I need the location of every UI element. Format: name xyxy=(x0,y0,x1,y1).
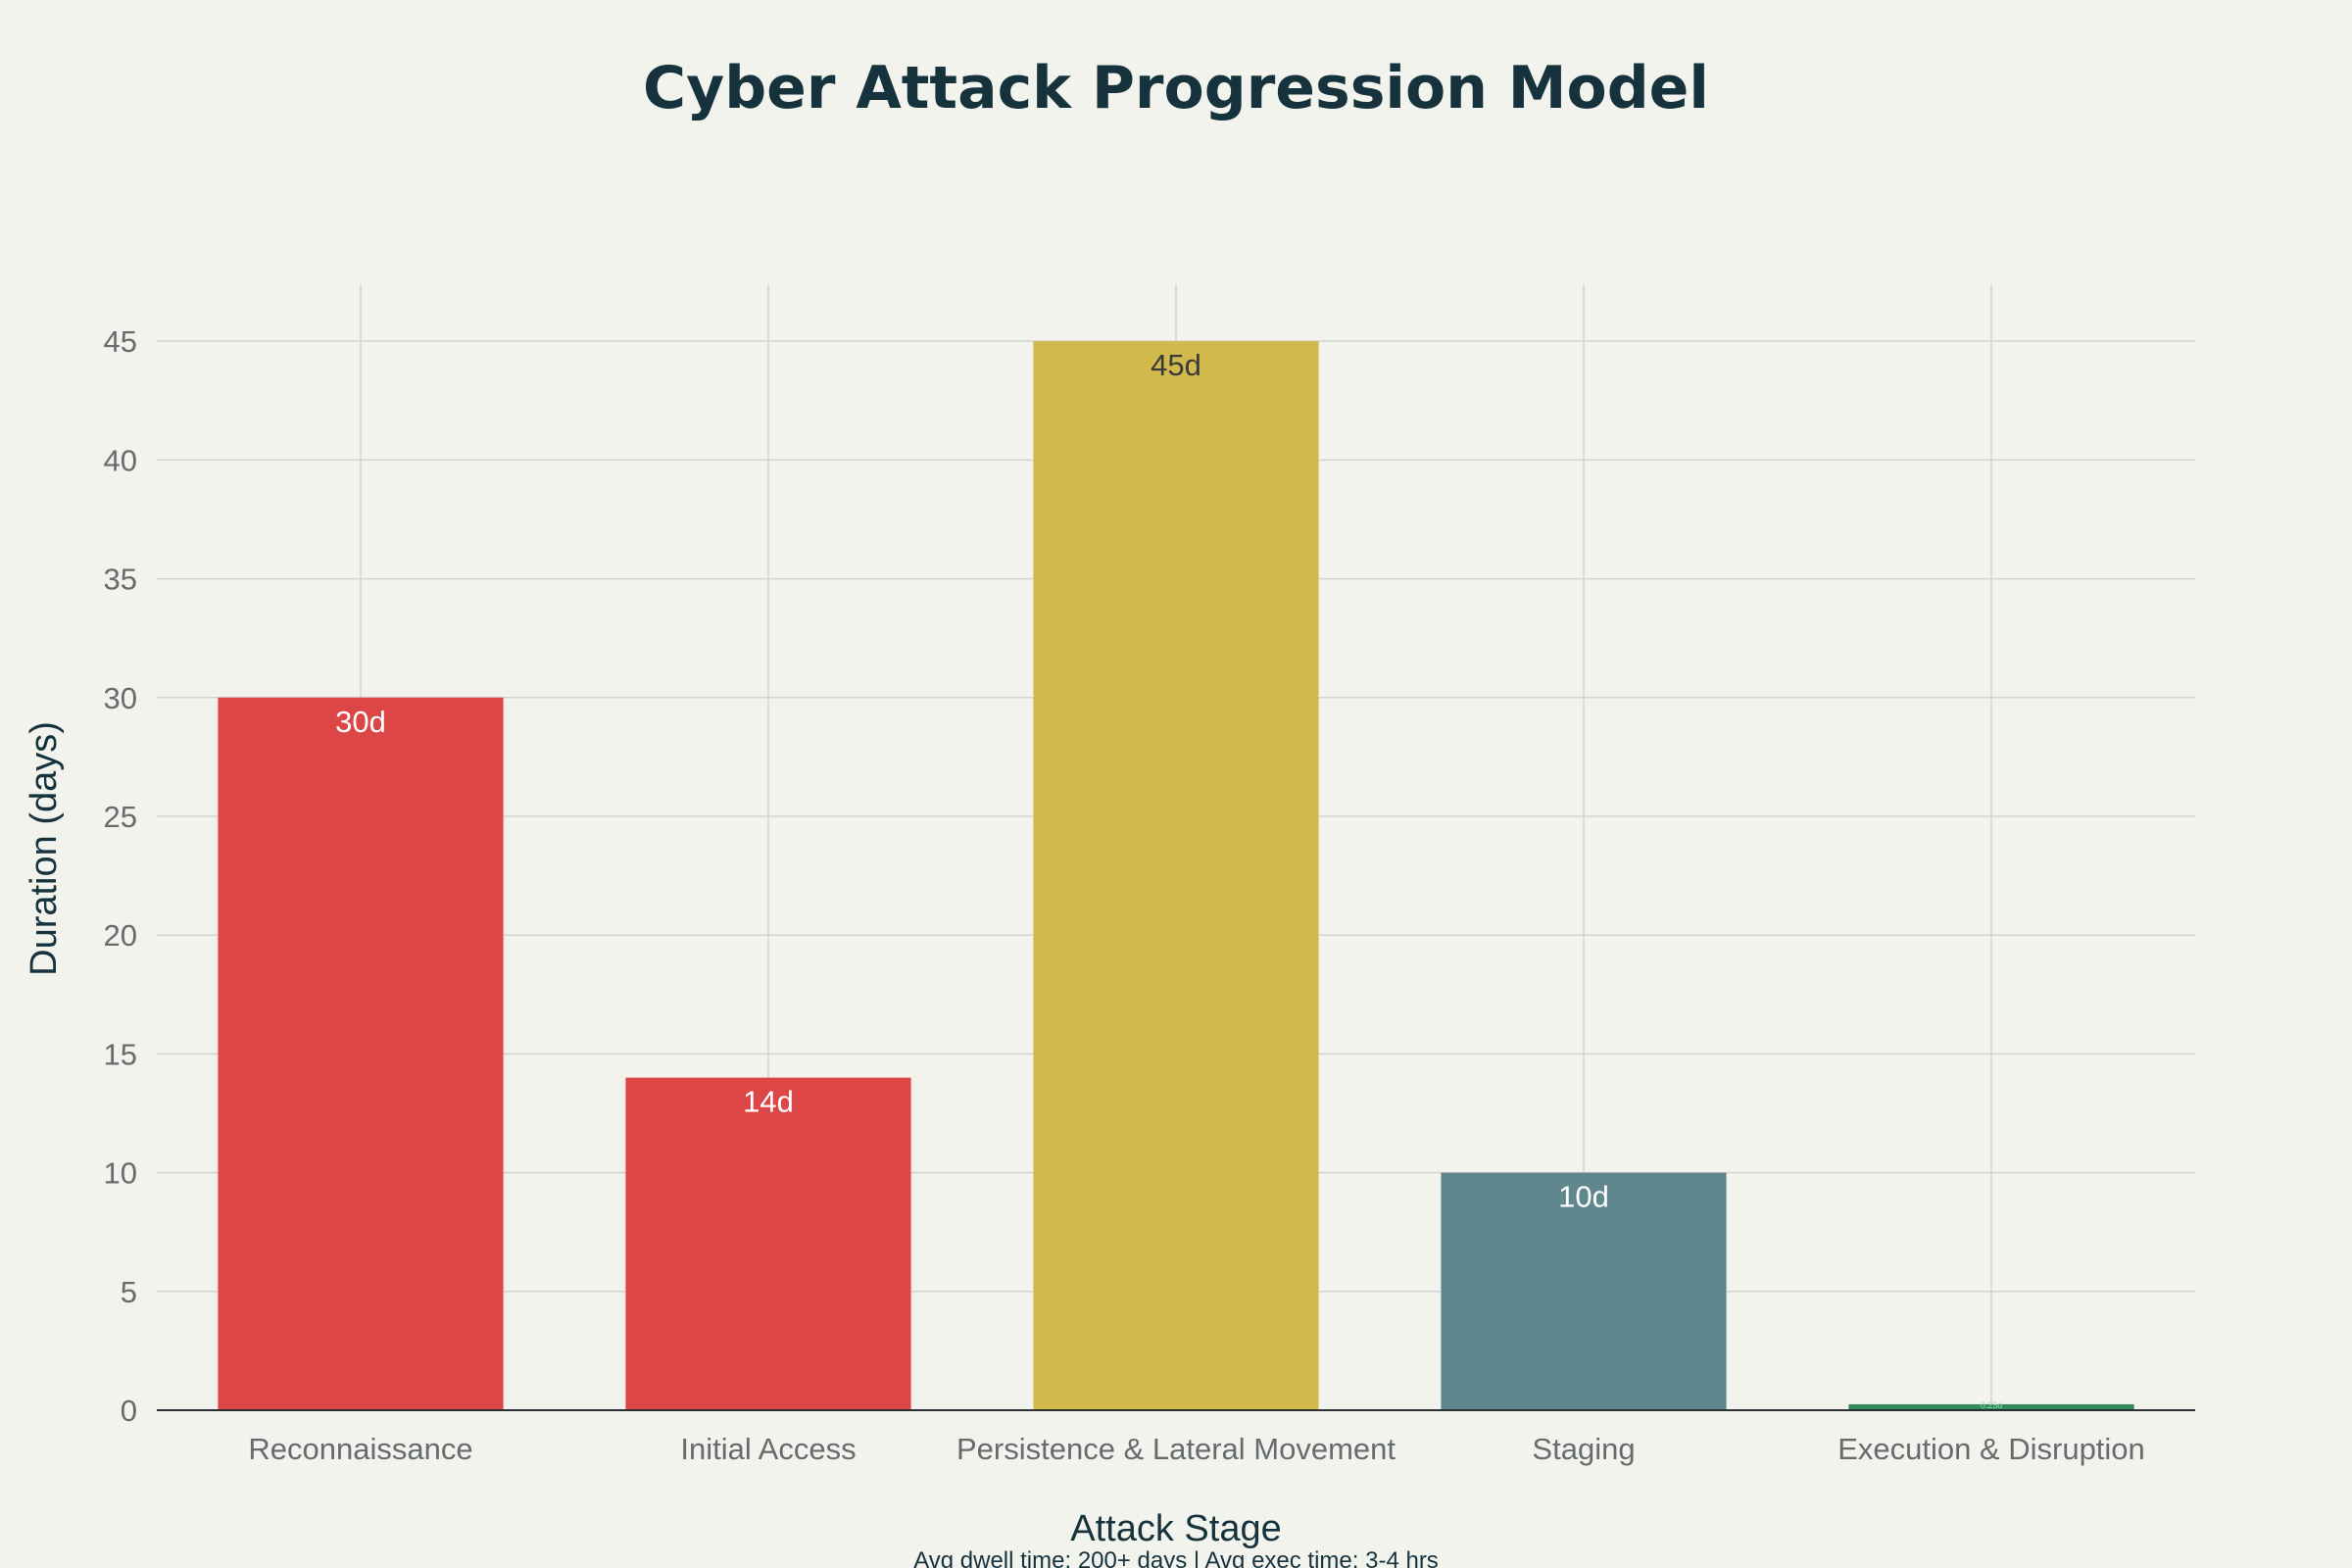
bar[interactable] xyxy=(218,697,504,1410)
bar[interactable] xyxy=(1848,1403,2134,1410)
y-tick-label: 5 xyxy=(121,1275,137,1309)
x-tick-label: Reconnaissance xyxy=(248,1432,472,1466)
data-label: 14d xyxy=(743,1085,794,1119)
x-tick-labels: Reconnaissance Initial Access Persistence … xyxy=(248,1432,2144,1466)
chart-footnote: Avg dwell time: 200+ days | Avg exec tim… xyxy=(913,1547,1439,1568)
y-axis-title: Duration (days) xyxy=(24,721,65,976)
y-tick-label: 30 xyxy=(104,681,137,715)
bar[interactable] xyxy=(1033,341,1319,1410)
y-tick-label: 40 xyxy=(104,443,137,477)
y-tick-label: 45 xyxy=(104,324,137,359)
y-tick-labels: 0 5 10 15 20 25 30 35 40 45 xyxy=(104,324,137,1428)
data-label: 30d xyxy=(335,705,386,739)
x-tick-label: Execution & Disruption xyxy=(1838,1432,2145,1466)
data-label: 0.25d xyxy=(1981,1400,2003,1410)
x-tick-label: Staging xyxy=(1532,1432,1635,1466)
chart-title: Cyber Attack Progression Model xyxy=(643,54,1709,122)
bar[interactable] xyxy=(1441,1172,1727,1410)
y-tick-label: 15 xyxy=(104,1037,137,1071)
x-axis-title: Attack Stage xyxy=(1070,1508,1281,1549)
y-tick-label: 35 xyxy=(104,563,137,597)
bars xyxy=(218,341,2134,1410)
x-tick-label: Initial Access xyxy=(680,1432,856,1466)
x-tick-label: Persistence & Lateral Movement xyxy=(956,1432,1396,1466)
y-tick-label: 0 xyxy=(121,1394,137,1428)
y-tick-label: 20 xyxy=(104,918,137,953)
bar[interactable] xyxy=(625,1077,911,1410)
data-label: 45d xyxy=(1151,348,1201,382)
data-label: 10d xyxy=(1558,1180,1609,1214)
y-tick-label: 10 xyxy=(104,1156,137,1191)
y-tick-label: 25 xyxy=(104,800,137,834)
data-labels: 30d 14d 45d 10d 0.25d xyxy=(335,348,2002,1410)
